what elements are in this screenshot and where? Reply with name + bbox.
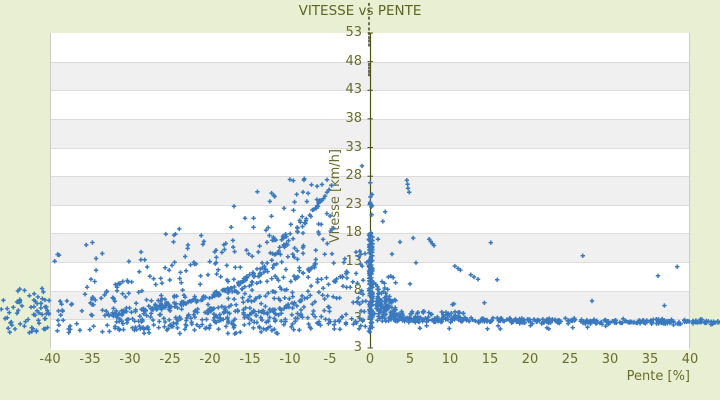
y-tick-label: 48 [345, 53, 362, 69]
x-tick-label: -35 [79, 352, 101, 367]
y-tick-label: 28 [345, 168, 362, 184]
x-tick-label: -15 [239, 352, 261, 367]
y-axis-title: Vitesse [km/h] [328, 149, 343, 243]
x-tick-label: 40 [681, 352, 699, 367]
x-tick-label: -5 [323, 352, 337, 367]
plot-area [50, 33, 690, 350]
chart-title: VITESSE vs PENTE [298, 3, 422, 19]
y-axis-bottom-label: 3 [353, 340, 362, 355]
x-tick-label: 20 [521, 352, 539, 367]
y-tick-label: 8 [353, 282, 362, 298]
x-tick-label: -10 [279, 352, 301, 367]
x-tick-label: 0 [365, 352, 375, 367]
y-tick-label: 18 [345, 225, 362, 241]
x-tick-label: 5 [405, 352, 415, 367]
x-tick-label: -25 [159, 352, 181, 367]
y-tick-label: 23 [345, 196, 362, 212]
x-tick-label: -40 [39, 352, 61, 367]
y-tick-label: 43 [345, 82, 362, 98]
y-tick-label: 33 [345, 139, 362, 155]
x-tick-label: 15 [481, 352, 499, 367]
x-tick-label: 35 [641, 352, 659, 367]
y-tick-label: 38 [345, 110, 362, 126]
x-axis-title: Pente [%] [626, 369, 690, 384]
y-tick-label: 3 [353, 311, 362, 327]
y-tick-label: 13 [345, 254, 362, 270]
x-tick-label: -30 [119, 352, 141, 367]
x-tick-label: 30 [601, 352, 619, 367]
x-tick-label: 10 [441, 352, 459, 367]
x-tick-label: 25 [561, 352, 579, 367]
x-tick-label: -20 [199, 352, 221, 367]
y-tick-label: 53 [345, 25, 362, 40]
